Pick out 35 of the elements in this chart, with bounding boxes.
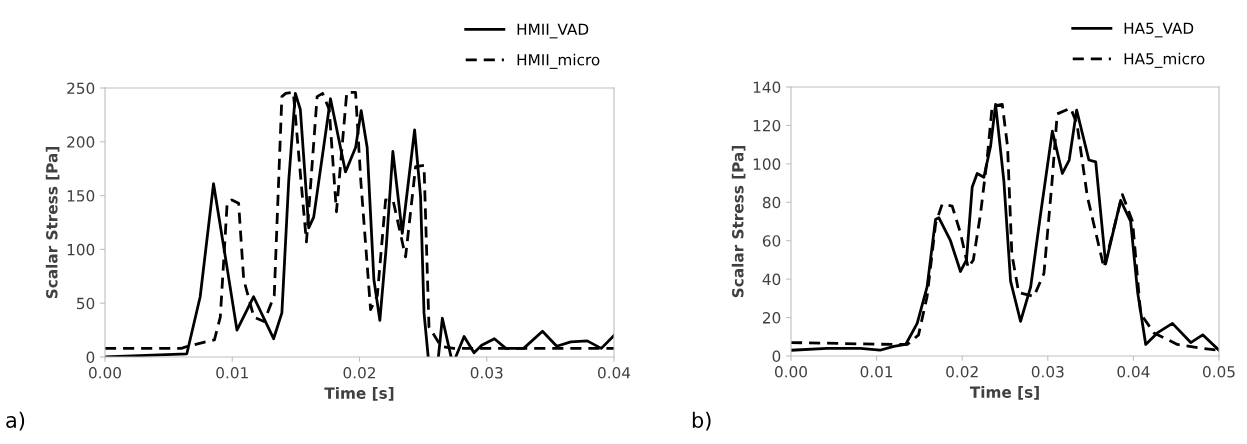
legend-label: HMII_VAD (517, 23, 589, 39)
x-tick-label: 0.04 (1117, 365, 1150, 378)
y-tick-label: 150 (67, 190, 95, 202)
y-tick-label: 80 (762, 196, 781, 209)
x-tick-label: 0.02 (946, 365, 978, 378)
x-tick-label: 0.04 (598, 366, 631, 379)
x-axis-title: Time [s] (324, 387, 394, 401)
y-tick-label: 250 (67, 82, 95, 95)
y-tick-label: 60 (762, 235, 781, 247)
y-tick-label: 20 (762, 312, 781, 324)
x-tick-label: 0.03 (470, 366, 503, 379)
y-tick-label: 120 (753, 119, 781, 132)
x-tick-label: 0.01 (860, 365, 893, 378)
x-tick-label: 0.00 (89, 366, 121, 379)
x-tick-label: 0.03 (1031, 365, 1064, 378)
y-tick-label: 200 (67, 136, 95, 148)
legend-label: HA5_VAD (1124, 22, 1194, 38)
text: b) (692, 411, 711, 431)
y-tick-label: 0 (86, 351, 95, 364)
legend-label: HMII_micro (517, 53, 600, 69)
y-tick-label: 140 (753, 81, 781, 94)
legend-label: HA5_micro (1124, 52, 1205, 68)
y-tick-label: 100 (67, 243, 95, 256)
y-tick-label: 100 (753, 158, 781, 170)
y-tick-label: 0 (772, 350, 781, 363)
x-tick-label: 0.01 (216, 366, 248, 379)
x-tick-label: 0.05 (1203, 365, 1235, 378)
y-tick-label: 40 (762, 273, 781, 286)
x-axis-title: Time [s] (969, 386, 1039, 400)
x-tick-label: 0.00 (775, 365, 807, 378)
y-axis-title: Scalar Stress [Pa] (731, 146, 746, 298)
text: a) (6, 411, 25, 431)
y-tick-label: 50 (77, 297, 95, 310)
y-axis-title: Scalar Stress [Pa] (45, 147, 60, 299)
x-tick-label: 0.02 (343, 366, 375, 379)
